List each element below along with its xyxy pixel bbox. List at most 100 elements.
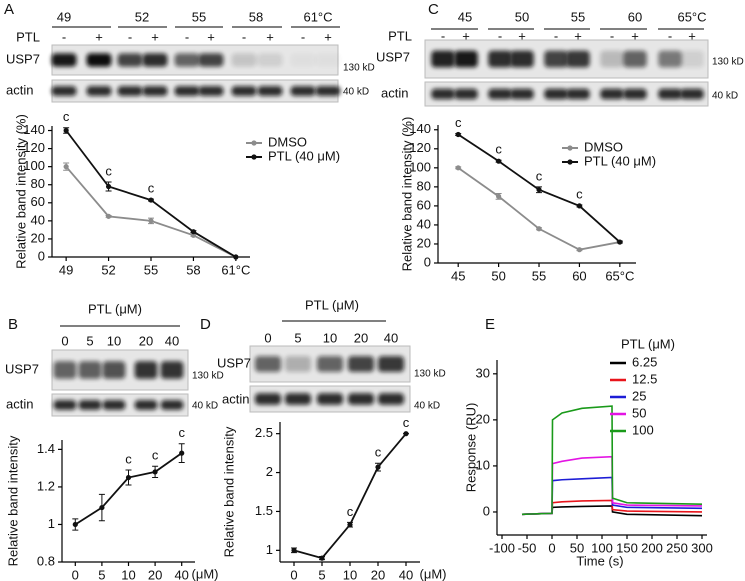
header-label: 45 — [458, 9, 472, 24]
blot-band — [51, 53, 77, 67]
blot-band — [544, 88, 568, 100]
significance-label: c — [148, 181, 155, 196]
blot-band — [134, 400, 158, 410]
header-label: 10 — [107, 333, 121, 348]
significance-label: c — [455, 115, 462, 130]
row-label: USP7 — [5, 361, 39, 376]
point — [72, 521, 78, 528]
blot-band — [347, 356, 375, 372]
lane-label: - — [498, 28, 502, 43]
point — [403, 431, 409, 437]
row-label: actin — [222, 391, 249, 406]
x-tick-label: 20 — [148, 567, 162, 581]
lane-label: - — [441, 28, 445, 43]
blot-band — [290, 86, 316, 96]
lane-label: - — [128, 29, 132, 44]
point — [148, 197, 154, 203]
blot-band — [316, 53, 341, 66]
legend-marker — [567, 159, 573, 165]
y-axis-label: Relative band intensity (%) — [399, 117, 414, 272]
significance-label: c — [63, 109, 70, 124]
blot-band — [316, 356, 344, 372]
point — [125, 474, 132, 481]
marker-label: 130 kD — [414, 369, 446, 380]
header-label: 65°C — [677, 9, 706, 24]
y-tick-label: 100 — [409, 159, 431, 174]
legend-label: 25 — [632, 388, 646, 403]
point — [291, 547, 297, 553]
header-label: 0 — [61, 333, 68, 348]
lane-label: + — [266, 29, 274, 44]
y-tick-label: 60 — [31, 194, 45, 209]
x-tick-label: 40 — [399, 567, 413, 581]
legend-marker — [251, 154, 257, 160]
blot-band — [623, 50, 647, 68]
row-label: USP7 — [6, 51, 40, 66]
y-tick-label: 1.4 — [37, 441, 55, 456]
y-tick-label: 80 — [417, 178, 431, 193]
blot-band — [658, 50, 682, 68]
significance-label: c — [152, 448, 159, 463]
blot-band — [102, 361, 126, 379]
y-tick-label: 1 — [266, 542, 273, 557]
blot-band — [454, 88, 478, 100]
significance-label: c — [375, 445, 382, 460]
blot-band — [86, 53, 112, 67]
blot-band — [566, 88, 590, 100]
blot-band — [78, 400, 102, 410]
x-tick-label: 58 — [186, 262, 200, 277]
series-line — [521, 405, 703, 516]
panel-letter: D — [200, 316, 211, 333]
panel-letter: A — [4, 1, 14, 18]
x-tick-label: 150 — [616, 540, 638, 555]
legend-label: 6.25 — [632, 354, 657, 369]
blot-band — [347, 393, 375, 405]
blot-band — [377, 393, 405, 405]
y-axis-label: Response (RU) — [463, 403, 478, 493]
y-axis-label: Relative band intensity — [221, 426, 236, 557]
lane-label: - — [610, 28, 614, 43]
blot-band — [174, 53, 200, 67]
blot-band — [117, 53, 143, 67]
treatment-label: PTL — [388, 28, 412, 43]
blot-band — [231, 86, 257, 96]
y-tick-label: 120 — [23, 140, 45, 155]
row-label: actin — [6, 396, 33, 411]
blot-band — [454, 50, 478, 68]
header-label: 40 — [384, 330, 398, 345]
blot-band — [257, 53, 283, 67]
blot-band — [680, 88, 704, 100]
y-tick-label: 1.5 — [255, 503, 273, 518]
marker-label: 40 kD — [712, 91, 738, 102]
y-tick-label: 20 — [476, 411, 490, 426]
blot-band — [284, 356, 312, 372]
lane-label: + — [95, 29, 103, 44]
blot-band — [117, 86, 143, 96]
point — [375, 464, 381, 470]
blot-band — [600, 50, 624, 68]
header-label: 0 — [264, 330, 271, 345]
x-tick-label: 55 — [532, 268, 546, 283]
blot-band — [254, 356, 282, 372]
point — [105, 183, 112, 190]
marker-label: 40 kD — [192, 401, 218, 412]
lane-label: - — [185, 29, 189, 44]
lane-label: + — [151, 29, 159, 44]
blot-band — [431, 50, 455, 68]
header-label: 55 — [192, 9, 206, 24]
x-tick-label: 40 — [174, 567, 188, 581]
point — [347, 522, 353, 528]
row-label: actin — [381, 85, 408, 100]
blot-band — [566, 50, 590, 68]
x-axis-label: (μM) — [420, 566, 447, 581]
blot-band — [623, 88, 647, 100]
header-label: 52 — [135, 9, 149, 24]
point — [536, 226, 542, 232]
x-tick-label: 10 — [343, 567, 357, 581]
x-tick-label: 200 — [641, 540, 663, 555]
y-axis-label: Relative band intensity — [5, 435, 20, 566]
lane-label: - — [554, 28, 558, 43]
x-tick-label: 60 — [572, 268, 586, 283]
blot-band — [488, 88, 512, 100]
